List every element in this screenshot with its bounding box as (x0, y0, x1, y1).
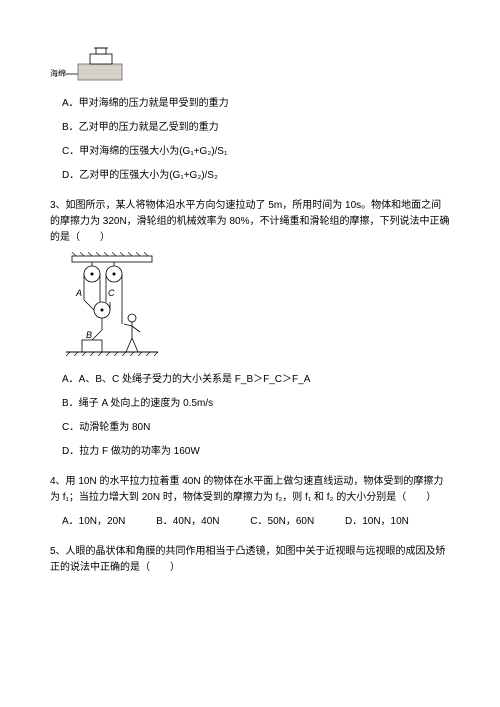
figure-q3: A C B (62, 252, 450, 362)
fig1-label: 海绵 (50, 68, 66, 78)
q5-stem: 5、人眼的晶状体和角膜的共同作用相当于凸透镜，如图中关于近视眼与远视眼的成因及矫… (50, 544, 450, 576)
q4-option-b: B．40N，40N (156, 514, 219, 530)
q3-option-d: D．拉力 F 做功的功率为 160W (62, 444, 450, 460)
q3-option-c: C．动滑轮重为 80N (62, 420, 450, 436)
q3-option-a: A．A、B、C 处绳子受力的大小关系是 F_B＞F_C＞F_A (62, 372, 450, 388)
q2-option-b: B．乙对甲的压力就是乙受到的重力 (62, 120, 450, 136)
q3-stem: 3、如图所示，某人将物体沿水平方向匀速拉动了 5m，所用时间为 10s。物体和地… (50, 198, 450, 246)
figure-q2: 海绵 (50, 46, 450, 86)
q4-option-a: A．10N，20N (62, 514, 125, 530)
q4-option-d: D．10N，10N (345, 514, 409, 530)
svg-text:C: C (108, 288, 115, 298)
q3-option-b: B．绳子 A 处向上的速度为 0.5m/s (62, 396, 450, 412)
svg-text:B: B (86, 330, 92, 340)
q2-option-a: A．甲对海绵的压力就是甲受到的重力 (62, 96, 450, 112)
svg-text:A: A (75, 288, 82, 298)
q4-options: A．10N，20N B．40N，40N C．50N，60N D．10N，10N (62, 514, 450, 530)
q4-option-c: C．50N，60N (250, 514, 314, 530)
q2-option-d: D．乙对甲的压强大小为(G₁+G₂)/S₂ (62, 168, 450, 184)
q2-option-c: C．甲对海绵的压强大小为(G₁+G₂)/S₁ (62, 144, 450, 160)
q4-stem: 4、用 10N 的水平拉力拉着重 40N 的物体在水平面上做匀速直线运动，物体受… (50, 474, 450, 506)
